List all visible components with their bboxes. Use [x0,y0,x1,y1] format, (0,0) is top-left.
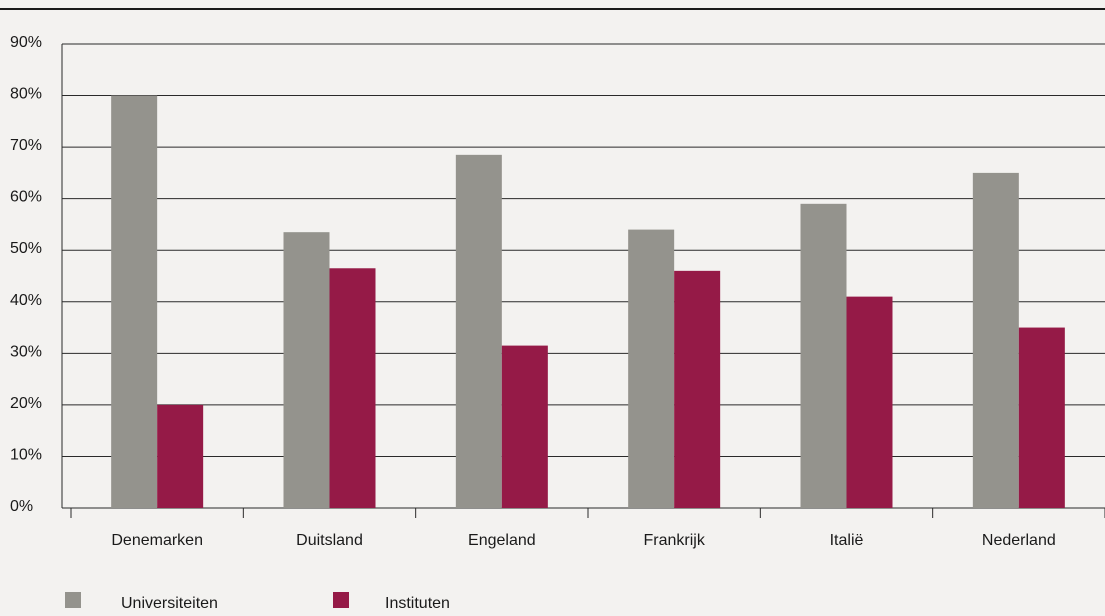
bar-instituten-denemarken [157,404,204,508]
bar-instituten-duitsland [329,268,376,508]
y-tick-label: 0% [10,498,33,515]
y-tick-label: 40% [10,292,42,309]
bar-instituten-nederland [1018,327,1065,508]
bar-instituten-engeland [501,345,548,508]
y-tick-label: 70% [10,137,42,154]
x-tick-label: Engeland [468,532,536,549]
y-tick-label: 20% [10,395,42,412]
y-tick-label: 10% [10,446,42,463]
x-tick-label: Frankrijk [643,532,705,549]
y-tick-label: 90% [10,34,42,51]
top-rule [0,8,1105,10]
x-tick-label: Duitsland [296,532,363,549]
bar-instituten-frankrijk [674,270,721,508]
x-tick-label: Denemarken [111,532,203,549]
y-tick-label: 50% [10,240,42,257]
legend-swatch-universiteiten [65,592,81,608]
y-tick-label: 60% [10,189,42,206]
bar-instituten-italië [846,296,893,508]
legend-swatch-instituten [333,592,349,608]
legend-label-universiteiten: Universiteiten [121,595,218,612]
bar-universiteiten-denemarken [111,95,158,509]
bar-universiteiten-nederland [972,172,1019,508]
y-tick-label: 30% [10,343,42,360]
y-tick-label: 80% [10,86,42,103]
bar-chart: 0% 10% 20% 30% 40% 50% 60% 70% 80% 90% Denemarken D… [10,34,1105,549]
x-tick-label: Italië [830,532,864,549]
bar-universiteiten-duitsland [283,232,330,508]
bar-universiteiten-italië [800,203,847,509]
bar-universiteiten-engeland [455,154,502,508]
bar-universiteiten-frankrijk [628,229,675,508]
x-tick-label: Nederland [982,532,1056,549]
legend-label-instituten: Instituten [385,595,450,612]
